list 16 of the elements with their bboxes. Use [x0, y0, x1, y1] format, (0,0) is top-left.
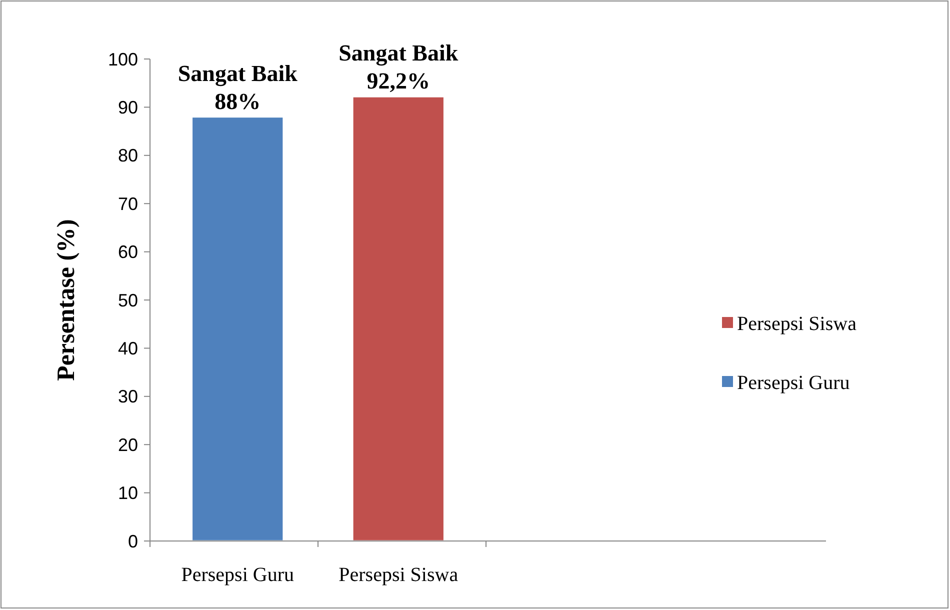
y-tick-label: 10: [118, 483, 138, 504]
y-tick-label: 20: [118, 434, 138, 455]
y-tick-label: 50: [118, 290, 138, 310]
y-axis-title: Persentase (%): [53, 219, 80, 381]
legend-label: Persepsi Guru: [737, 372, 850, 394]
y-tick-label: 0: [128, 531, 138, 552]
y-tick-label: 40: [118, 338, 138, 358]
y-tick-label: 60: [118, 242, 138, 262]
y-tick-label: 70: [118, 194, 138, 214]
y-tick-label: 90: [118, 98, 138, 118]
data-label: Sangat Baik 88%: [178, 60, 298, 114]
y-tick-label: 100: [108, 49, 138, 70]
data-label: Sangat Baik 92,2%: [338, 40, 458, 94]
y-tick-label: 80: [118, 146, 138, 166]
legend-label: Persepsi Siswa: [737, 313, 857, 335]
y-tick-label: 30: [118, 386, 138, 407]
